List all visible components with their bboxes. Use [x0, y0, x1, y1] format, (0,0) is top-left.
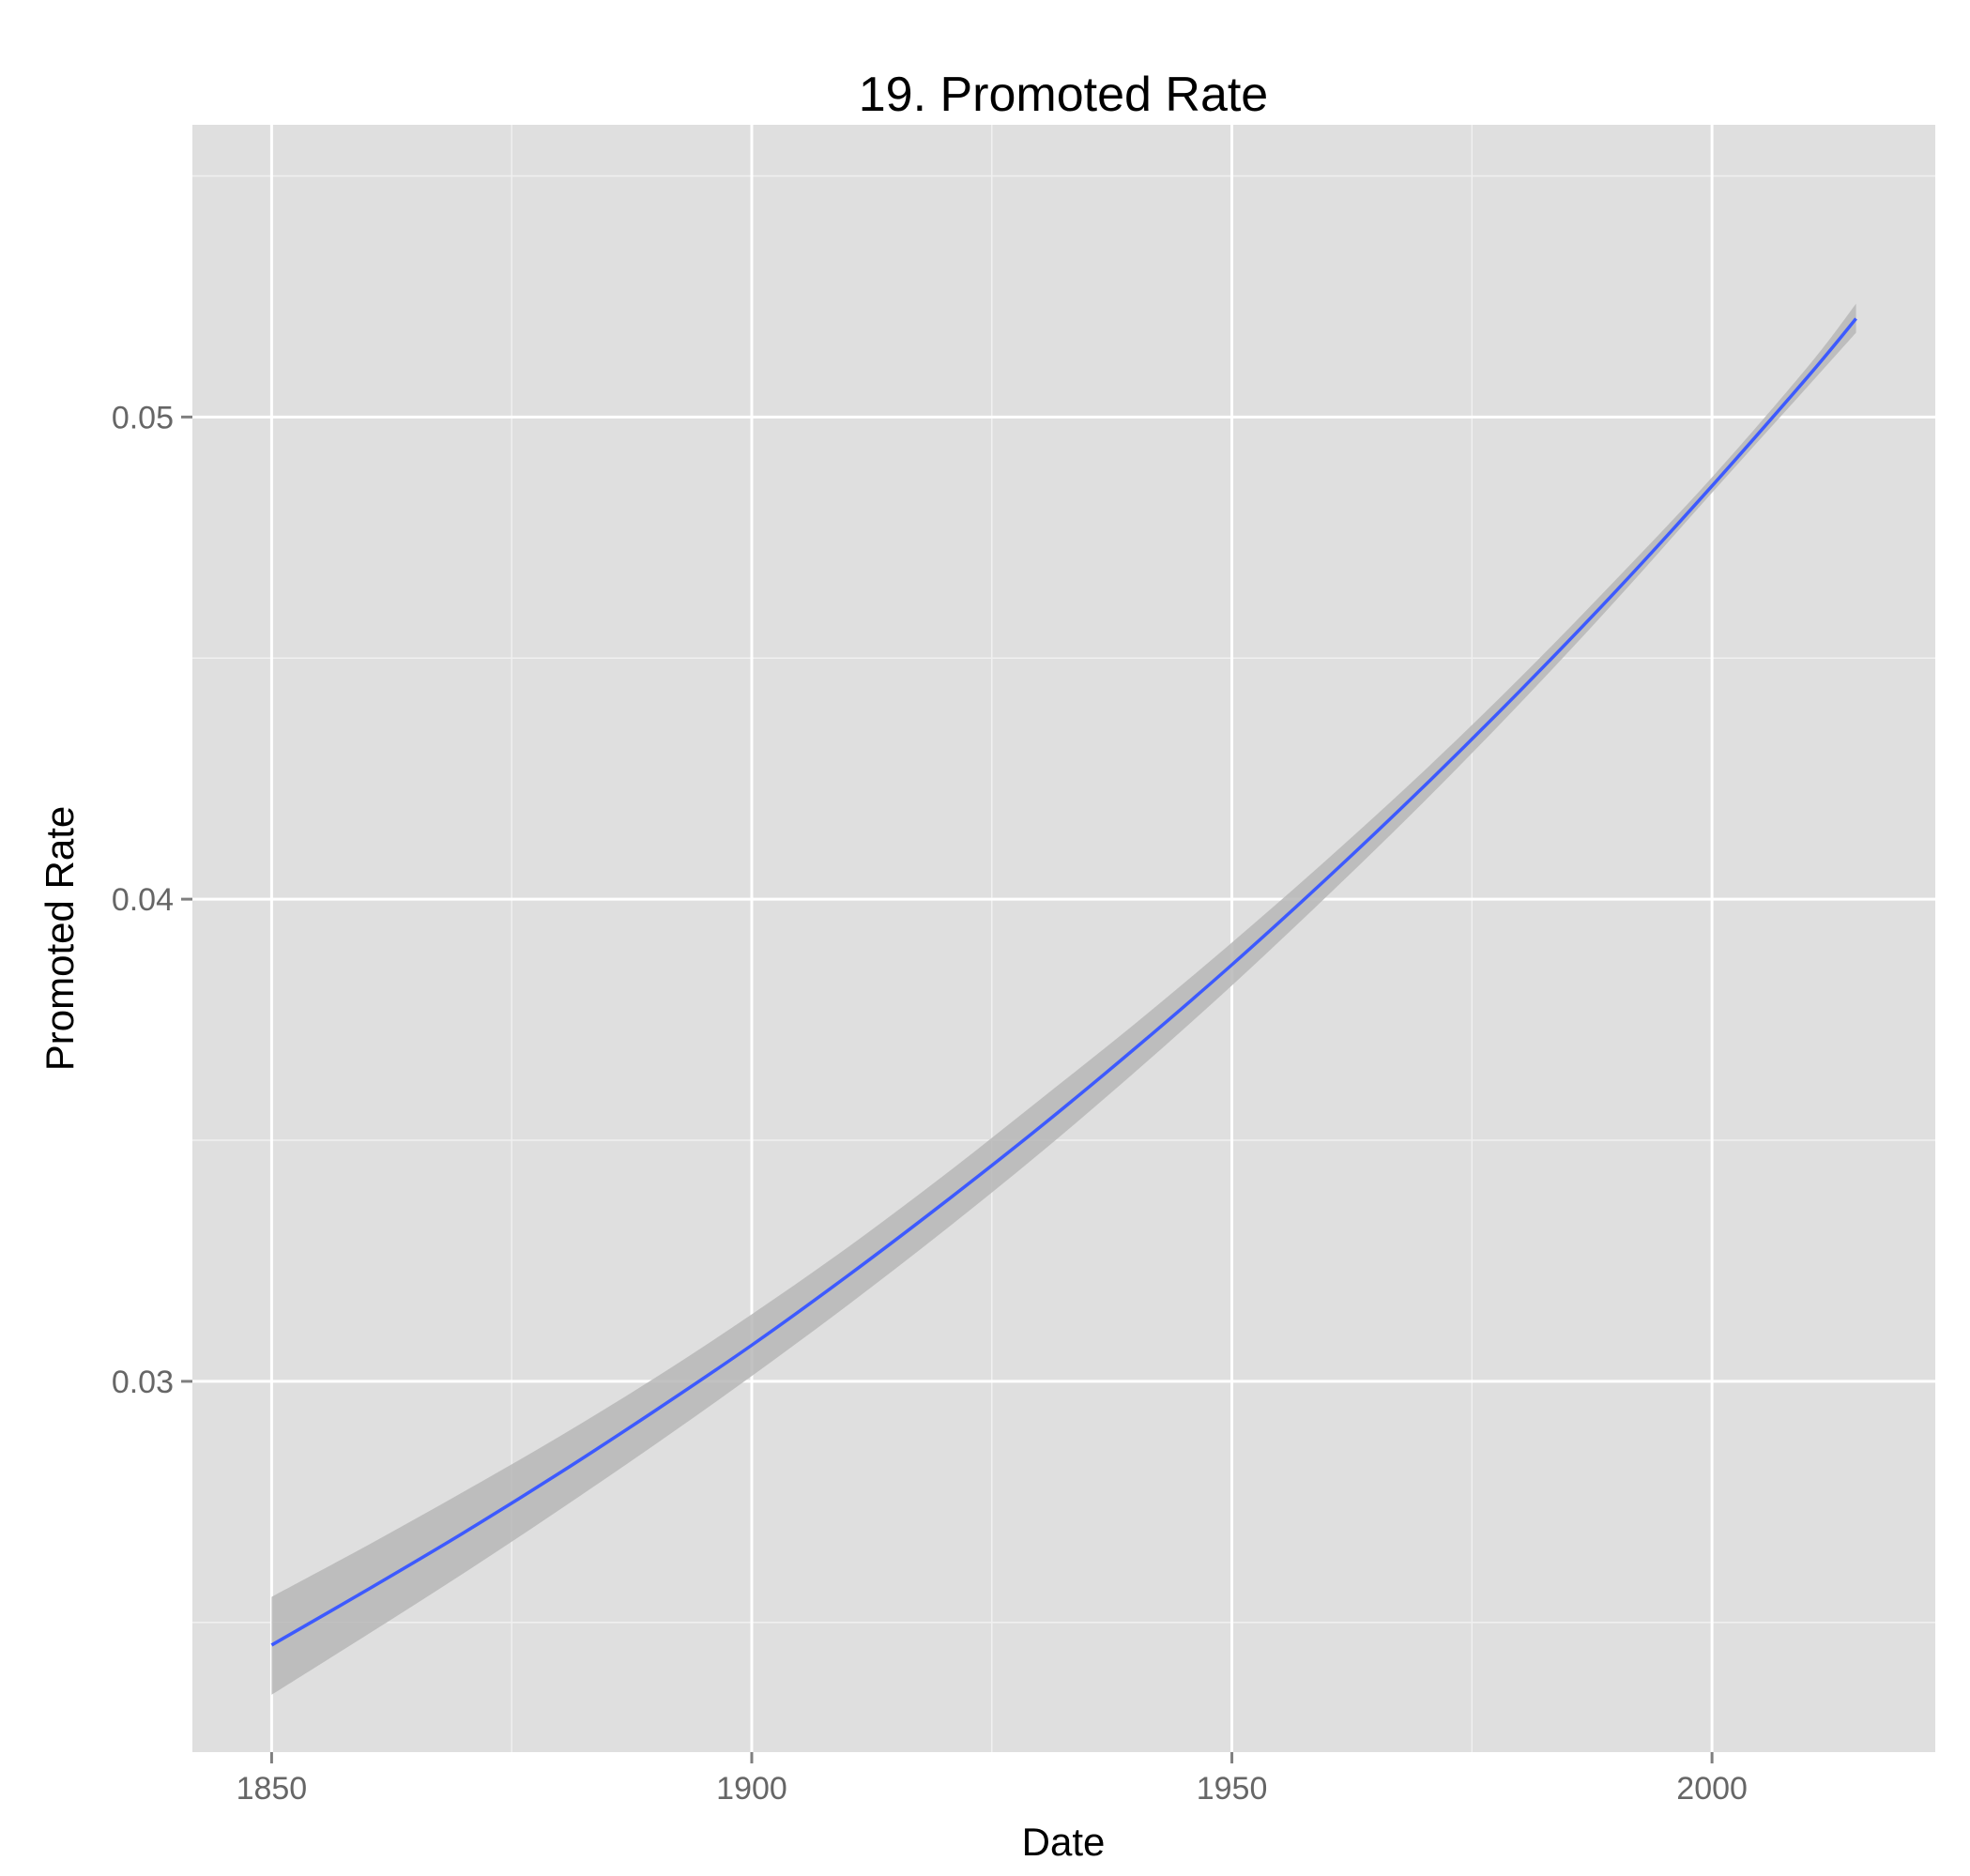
x-tick-label: 1850 — [237, 1771, 308, 1807]
y-axis-title: Promoted Rate — [38, 806, 82, 1071]
grid — [192, 125, 1935, 1752]
y-tick-label: 0.05 — [112, 400, 174, 435]
y-tick-label: 0.04 — [112, 882, 174, 918]
series-line-layer — [270, 317, 1857, 1647]
y-tick-label: 0.03 — [112, 1365, 174, 1400]
x-tick-label: 1950 — [1197, 1771, 1268, 1807]
x-tick-label: 2000 — [1676, 1771, 1748, 1807]
x-tick-label: 1900 — [716, 1771, 787, 1807]
axes: 1850 1900 1950 2000 0.03 0.04 0.05 — [112, 400, 1748, 1807]
confidence-band — [271, 303, 1856, 1695]
series-line — [270, 317, 1857, 1647]
x-axis-title: Date — [1022, 1820, 1106, 1864]
chart-title: 19. Promoted Rate — [859, 68, 1268, 122]
confidence-ribbon — [271, 303, 1856, 1695]
